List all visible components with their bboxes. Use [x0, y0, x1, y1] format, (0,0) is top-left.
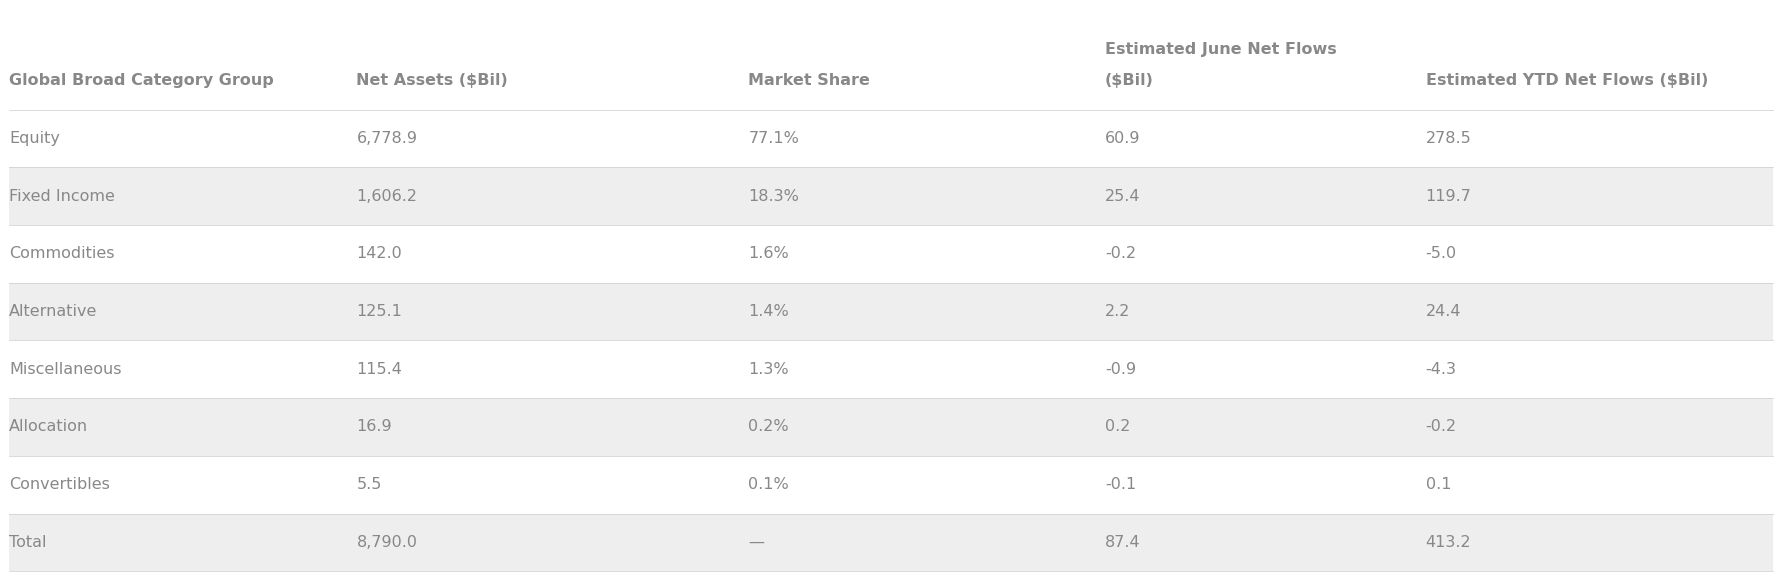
- Text: 87.4: 87.4: [1105, 535, 1140, 550]
- Text: Net Assets ($Bil): Net Assets ($Bil): [356, 73, 508, 88]
- Bar: [9, 225, 1773, 283]
- Text: 0.2%: 0.2%: [748, 419, 789, 434]
- Text: Market Share: Market Share: [748, 73, 870, 88]
- Text: Total: Total: [9, 535, 46, 550]
- Text: 60.9: 60.9: [1105, 131, 1140, 146]
- Text: 0.1%: 0.1%: [748, 477, 789, 492]
- Text: Estimated June Net Flows: Estimated June Net Flows: [1105, 42, 1336, 57]
- Text: -0.2: -0.2: [1426, 419, 1456, 434]
- Text: Alternative: Alternative: [9, 304, 98, 319]
- Text: Commodities: Commodities: [9, 246, 114, 261]
- Text: Estimated YTD Net Flows ($Bil): Estimated YTD Net Flows ($Bil): [1426, 73, 1707, 88]
- Text: 115.4: 115.4: [356, 362, 403, 377]
- Text: ($Bil): ($Bil): [1105, 73, 1153, 88]
- Text: 142.0: 142.0: [356, 246, 403, 261]
- Bar: [9, 167, 1773, 225]
- Text: 1.4%: 1.4%: [748, 304, 789, 319]
- Text: 8,790.0: 8,790.0: [356, 535, 417, 550]
- Bar: [9, 398, 1773, 456]
- Text: 2.2: 2.2: [1105, 304, 1130, 319]
- Text: 6,778.9: 6,778.9: [356, 131, 417, 146]
- Text: 0.2: 0.2: [1105, 419, 1130, 434]
- Text: 24.4: 24.4: [1426, 304, 1461, 319]
- Text: 5.5: 5.5: [356, 477, 381, 492]
- Bar: [9, 514, 1773, 571]
- Text: 119.7: 119.7: [1426, 189, 1472, 204]
- Text: -0.2: -0.2: [1105, 246, 1135, 261]
- Text: 1,606.2: 1,606.2: [356, 189, 417, 204]
- Text: -0.1: -0.1: [1105, 477, 1137, 492]
- Bar: [9, 456, 1773, 514]
- Text: Convertibles: Convertibles: [9, 477, 110, 492]
- Text: Equity: Equity: [9, 131, 61, 146]
- Text: 125.1: 125.1: [356, 304, 403, 319]
- Text: Allocation: Allocation: [9, 419, 87, 434]
- Bar: [9, 110, 1773, 167]
- Text: Miscellaneous: Miscellaneous: [9, 362, 121, 377]
- Text: 0.1: 0.1: [1426, 477, 1451, 492]
- Text: 16.9: 16.9: [356, 419, 392, 434]
- Text: 18.3%: 18.3%: [748, 189, 800, 204]
- Text: Global Broad Category Group: Global Broad Category Group: [9, 73, 274, 88]
- Text: —: —: [748, 535, 764, 550]
- Text: 25.4: 25.4: [1105, 189, 1140, 204]
- Text: -5.0: -5.0: [1426, 246, 1456, 261]
- Text: 413.2: 413.2: [1426, 535, 1472, 550]
- Text: 1.3%: 1.3%: [748, 362, 789, 377]
- Text: Fixed Income: Fixed Income: [9, 189, 114, 204]
- Text: -0.9: -0.9: [1105, 362, 1135, 377]
- Text: -4.3: -4.3: [1426, 362, 1456, 377]
- Bar: [9, 340, 1773, 398]
- Text: 1.6%: 1.6%: [748, 246, 789, 261]
- Bar: [9, 283, 1773, 340]
- Text: 77.1%: 77.1%: [748, 131, 800, 146]
- Text: 278.5: 278.5: [1426, 131, 1472, 146]
